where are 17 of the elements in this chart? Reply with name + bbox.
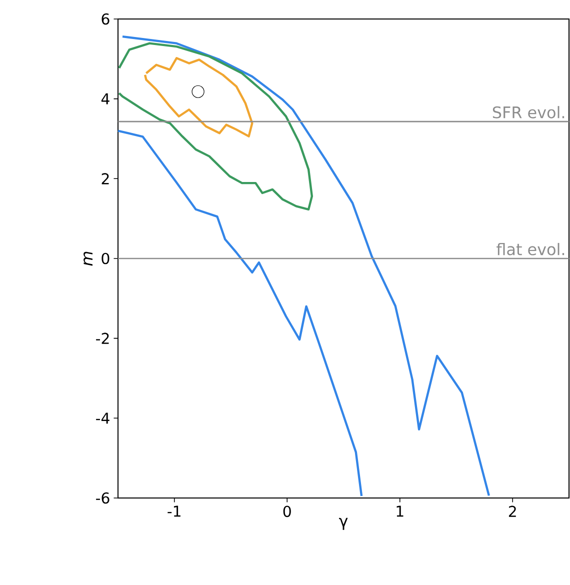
x-axis-title: γ	[339, 518, 348, 530]
y-tick-label: 0	[102, 252, 110, 264]
x-tick-label: 1	[396, 506, 404, 517]
x-tick-label: 2	[508, 506, 516, 517]
line-series	[144, 57, 254, 138]
ref-line-label: flat evol.	[496, 242, 564, 256]
y-tick-label: 2	[102, 173, 109, 184]
y-tick-label: 6	[102, 13, 110, 25]
y-tick-label: -2	[96, 332, 109, 344]
y-tick-label: -6	[96, 492, 110, 504]
y-tick-label: 4	[101, 93, 110, 104]
ref-line-label: SFR evol.	[492, 106, 564, 118]
x-tick-label: -1	[168, 506, 180, 517]
x-tick-label: 0	[283, 506, 291, 518]
y-axis-title: m	[84, 252, 92, 266]
line-series	[118, 42, 314, 210]
y-tick-label: -4	[96, 412, 110, 424]
